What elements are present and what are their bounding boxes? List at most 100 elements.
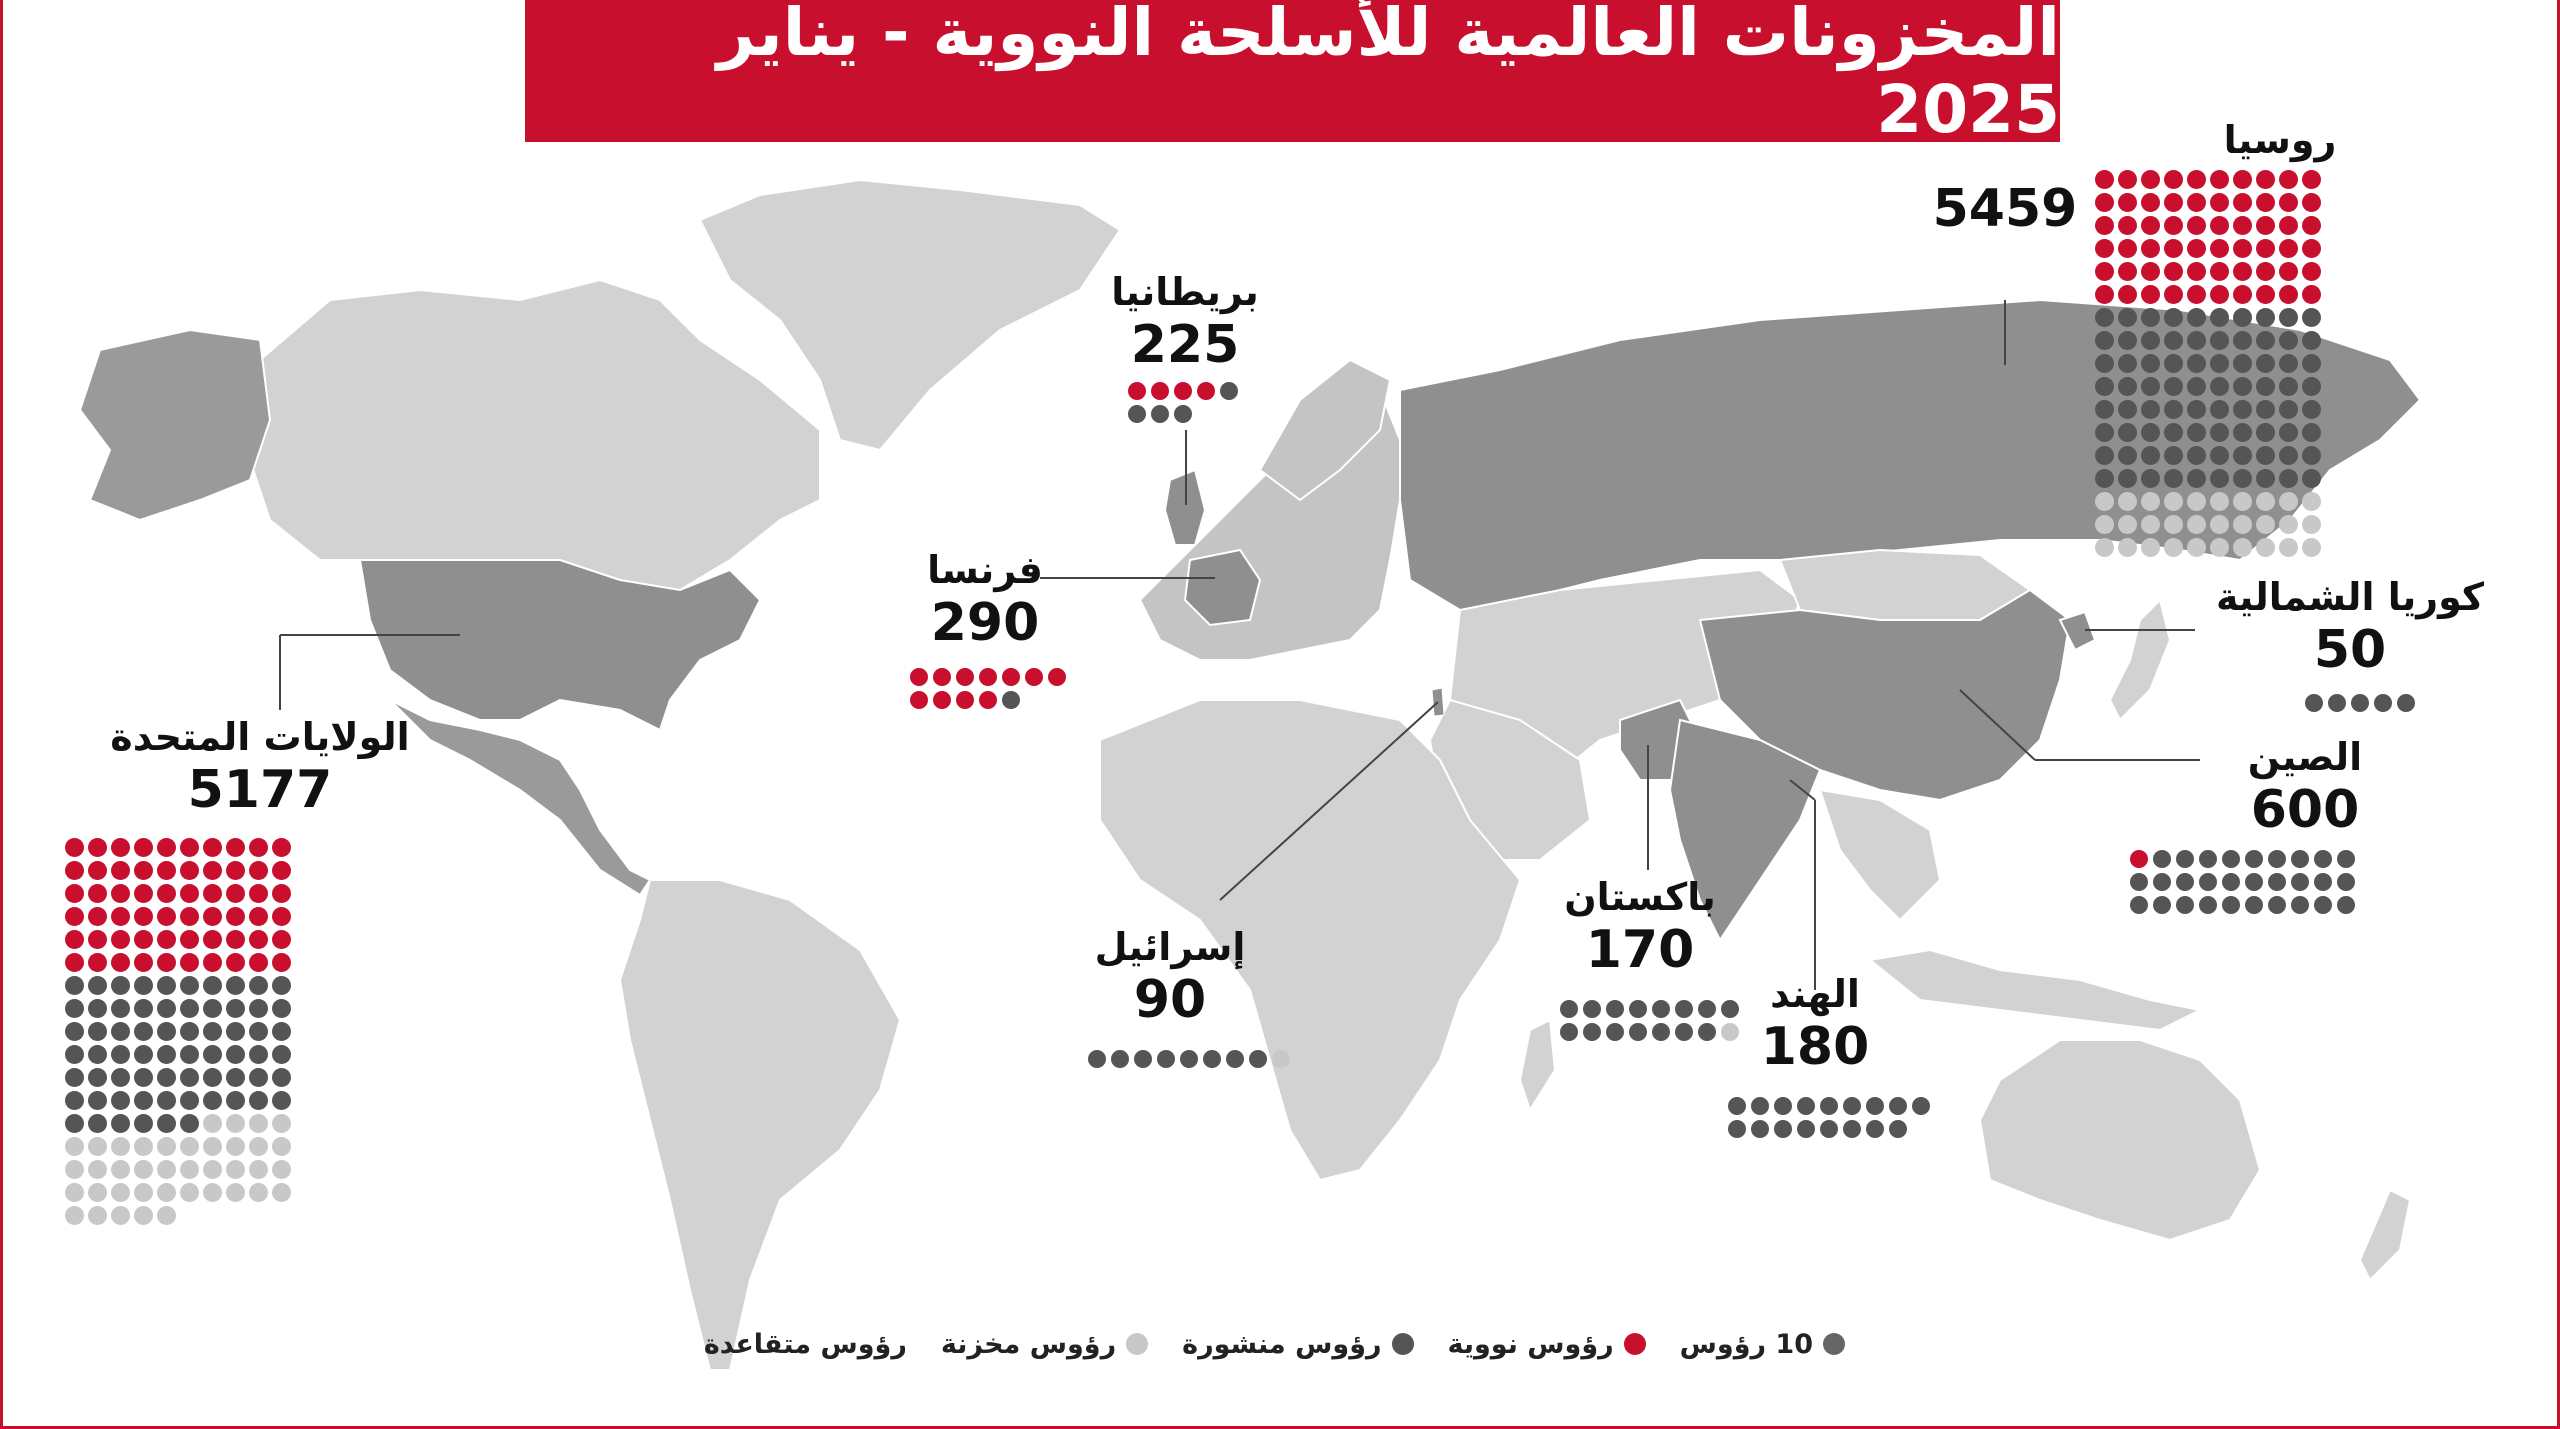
land-south-america bbox=[618, 879, 902, 1371]
warhead-dot-nuclear bbox=[2256, 239, 2275, 258]
warhead-dot-nuclear bbox=[134, 953, 153, 972]
warhead-dot-stored bbox=[134, 1206, 153, 1225]
warhead-dot-stored bbox=[157, 1160, 176, 1179]
warhead-dot-deployed bbox=[249, 1068, 268, 1087]
warhead-dot-deployed bbox=[1606, 1023, 1624, 1041]
warhead-dot-deployed bbox=[2164, 377, 2183, 396]
warhead-dot-deployed bbox=[2397, 694, 2415, 712]
warhead-dot-deployed bbox=[1889, 1120, 1907, 1138]
warhead-dot-deployed bbox=[2095, 423, 2114, 442]
warhead-dot-nuclear bbox=[226, 884, 245, 903]
warhead-dot-stored bbox=[2233, 538, 2252, 557]
warhead-dot-stored bbox=[65, 1160, 84, 1179]
warhead-dot-deployed bbox=[2141, 446, 2160, 465]
legend-item-nuclear: رؤوس نووية bbox=[1448, 1329, 1646, 1360]
warhead-dot-stored bbox=[203, 1160, 222, 1179]
warhead-dot-deployed bbox=[1226, 1050, 1244, 1068]
warhead-dot-deployed bbox=[2233, 400, 2252, 419]
land-southeast-asia bbox=[1818, 788, 1942, 922]
warhead-dot-deployed bbox=[2164, 469, 2183, 488]
warhead-dot-deployed bbox=[88, 1091, 107, 1110]
warhead-dot-deployed bbox=[1751, 1097, 1769, 1115]
warhead-dot-nuclear bbox=[2095, 193, 2114, 212]
warhead-dot-nuclear bbox=[933, 691, 951, 709]
warhead-dot-deployed bbox=[2199, 896, 2217, 914]
warhead-dot-deployed bbox=[157, 976, 176, 995]
warhead-dot-deployed bbox=[1675, 1000, 1693, 1018]
warhead-dot-deployed bbox=[2118, 423, 2137, 442]
warhead-dot-nuclear bbox=[956, 668, 974, 686]
warhead-dot-deployed bbox=[134, 1022, 153, 1041]
warhead-dot-deployed bbox=[272, 999, 291, 1018]
warhead-dot-deployed bbox=[1629, 1000, 1647, 1018]
warhead-dot-nuclear bbox=[65, 838, 84, 857]
warhead-dot-deployed bbox=[272, 1045, 291, 1064]
warhead-dot-deployed bbox=[1203, 1050, 1221, 1068]
warhead-dot-nuclear bbox=[2187, 285, 2206, 304]
warhead-dot-deployed bbox=[2222, 850, 2240, 868]
warhead-dot-nuclear bbox=[249, 907, 268, 926]
warhead-dot-nuclear bbox=[2302, 262, 2321, 281]
warhead-dot-deployed bbox=[180, 976, 199, 995]
warhead-dot-deployed bbox=[2130, 873, 2148, 891]
warhead-dot-nuclear bbox=[2256, 285, 2275, 304]
warhead-dot-stored bbox=[226, 1160, 245, 1179]
warhead-dot-stored bbox=[2256, 538, 2275, 557]
warhead-dot-deployed bbox=[1820, 1120, 1838, 1138]
warhead-dot-deployed bbox=[65, 1068, 84, 1087]
warhead-dot-stored bbox=[2164, 538, 2183, 557]
warhead-dot-deployed bbox=[2118, 400, 2137, 419]
country-count-usa: 5177 bbox=[187, 759, 333, 820]
warhead-dot-deployed bbox=[65, 1022, 84, 1041]
land-usa bbox=[358, 559, 762, 732]
warhead-dot-deployed bbox=[1889, 1097, 1907, 1115]
warhead-dot-deployed bbox=[2279, 469, 2298, 488]
warhead-dot-nuclear bbox=[979, 691, 997, 709]
warhead-dot-nuclear bbox=[2141, 239, 2160, 258]
dots-uk bbox=[1128, 382, 1238, 423]
warhead-dot-deployed bbox=[1728, 1120, 1746, 1138]
legend-dot-deployed bbox=[1391, 1333, 1414, 1355]
legend-label-deployed: رؤوس منشورة bbox=[1182, 1328, 1382, 1360]
warhead-dot-deployed bbox=[2374, 694, 2392, 712]
warhead-dot-deployed bbox=[226, 1068, 245, 1087]
warhead-dot-nuclear bbox=[2256, 170, 2275, 189]
warhead-dot-nuclear bbox=[203, 838, 222, 857]
warhead-dot-deployed bbox=[111, 1114, 130, 1133]
warhead-dot-deployed bbox=[2291, 896, 2309, 914]
warhead-dot-nuclear bbox=[1048, 668, 1066, 686]
warhead-dot-deployed bbox=[2187, 377, 2206, 396]
warhead-dot-deployed bbox=[2141, 400, 2160, 419]
warhead-dot-deployed bbox=[2245, 896, 2263, 914]
warhead-dot-deployed bbox=[2199, 850, 2217, 868]
warhead-dot-deployed bbox=[134, 1045, 153, 1064]
warhead-dot-deployed bbox=[2256, 331, 2275, 350]
warhead-dot-stored bbox=[2302, 492, 2321, 511]
warhead-dot-nuclear bbox=[2095, 216, 2114, 235]
dots-usa bbox=[65, 838, 291, 1225]
warhead-dot-nuclear bbox=[203, 907, 222, 926]
warhead-dot-nuclear bbox=[226, 907, 245, 926]
warhead-dot-nuclear bbox=[2141, 170, 2160, 189]
warhead-dot-stored bbox=[2141, 492, 2160, 511]
warhead-dot-nuclear bbox=[2187, 170, 2206, 189]
country-count-russia: 5459 bbox=[1932, 179, 2078, 239]
warhead-dot-nuclear bbox=[2164, 170, 2183, 189]
warhead-dot-stored bbox=[111, 1160, 130, 1179]
warhead-dot-nuclear bbox=[180, 861, 199, 880]
warhead-dot-deployed bbox=[203, 999, 222, 1018]
warhead-dot-nuclear bbox=[2130, 850, 2148, 868]
warhead-dot-deployed bbox=[2268, 850, 2286, 868]
warhead-dot-deployed bbox=[2164, 354, 2183, 373]
warhead-dot-nuclear bbox=[134, 861, 153, 880]
warhead-dot-nuclear bbox=[2210, 285, 2229, 304]
warhead-dot-nuclear bbox=[203, 884, 222, 903]
warhead-dot-deployed bbox=[2222, 873, 2240, 891]
warhead-dot-nuclear bbox=[134, 884, 153, 903]
warhead-dot-nuclear bbox=[65, 907, 84, 926]
warhead-dot-nuclear bbox=[203, 930, 222, 949]
warhead-dot-nuclear bbox=[2187, 262, 2206, 281]
warhead-dot-deployed bbox=[1721, 1000, 1739, 1018]
warhead-dot-nuclear bbox=[2118, 239, 2137, 258]
warhead-dot-stored bbox=[2279, 515, 2298, 534]
